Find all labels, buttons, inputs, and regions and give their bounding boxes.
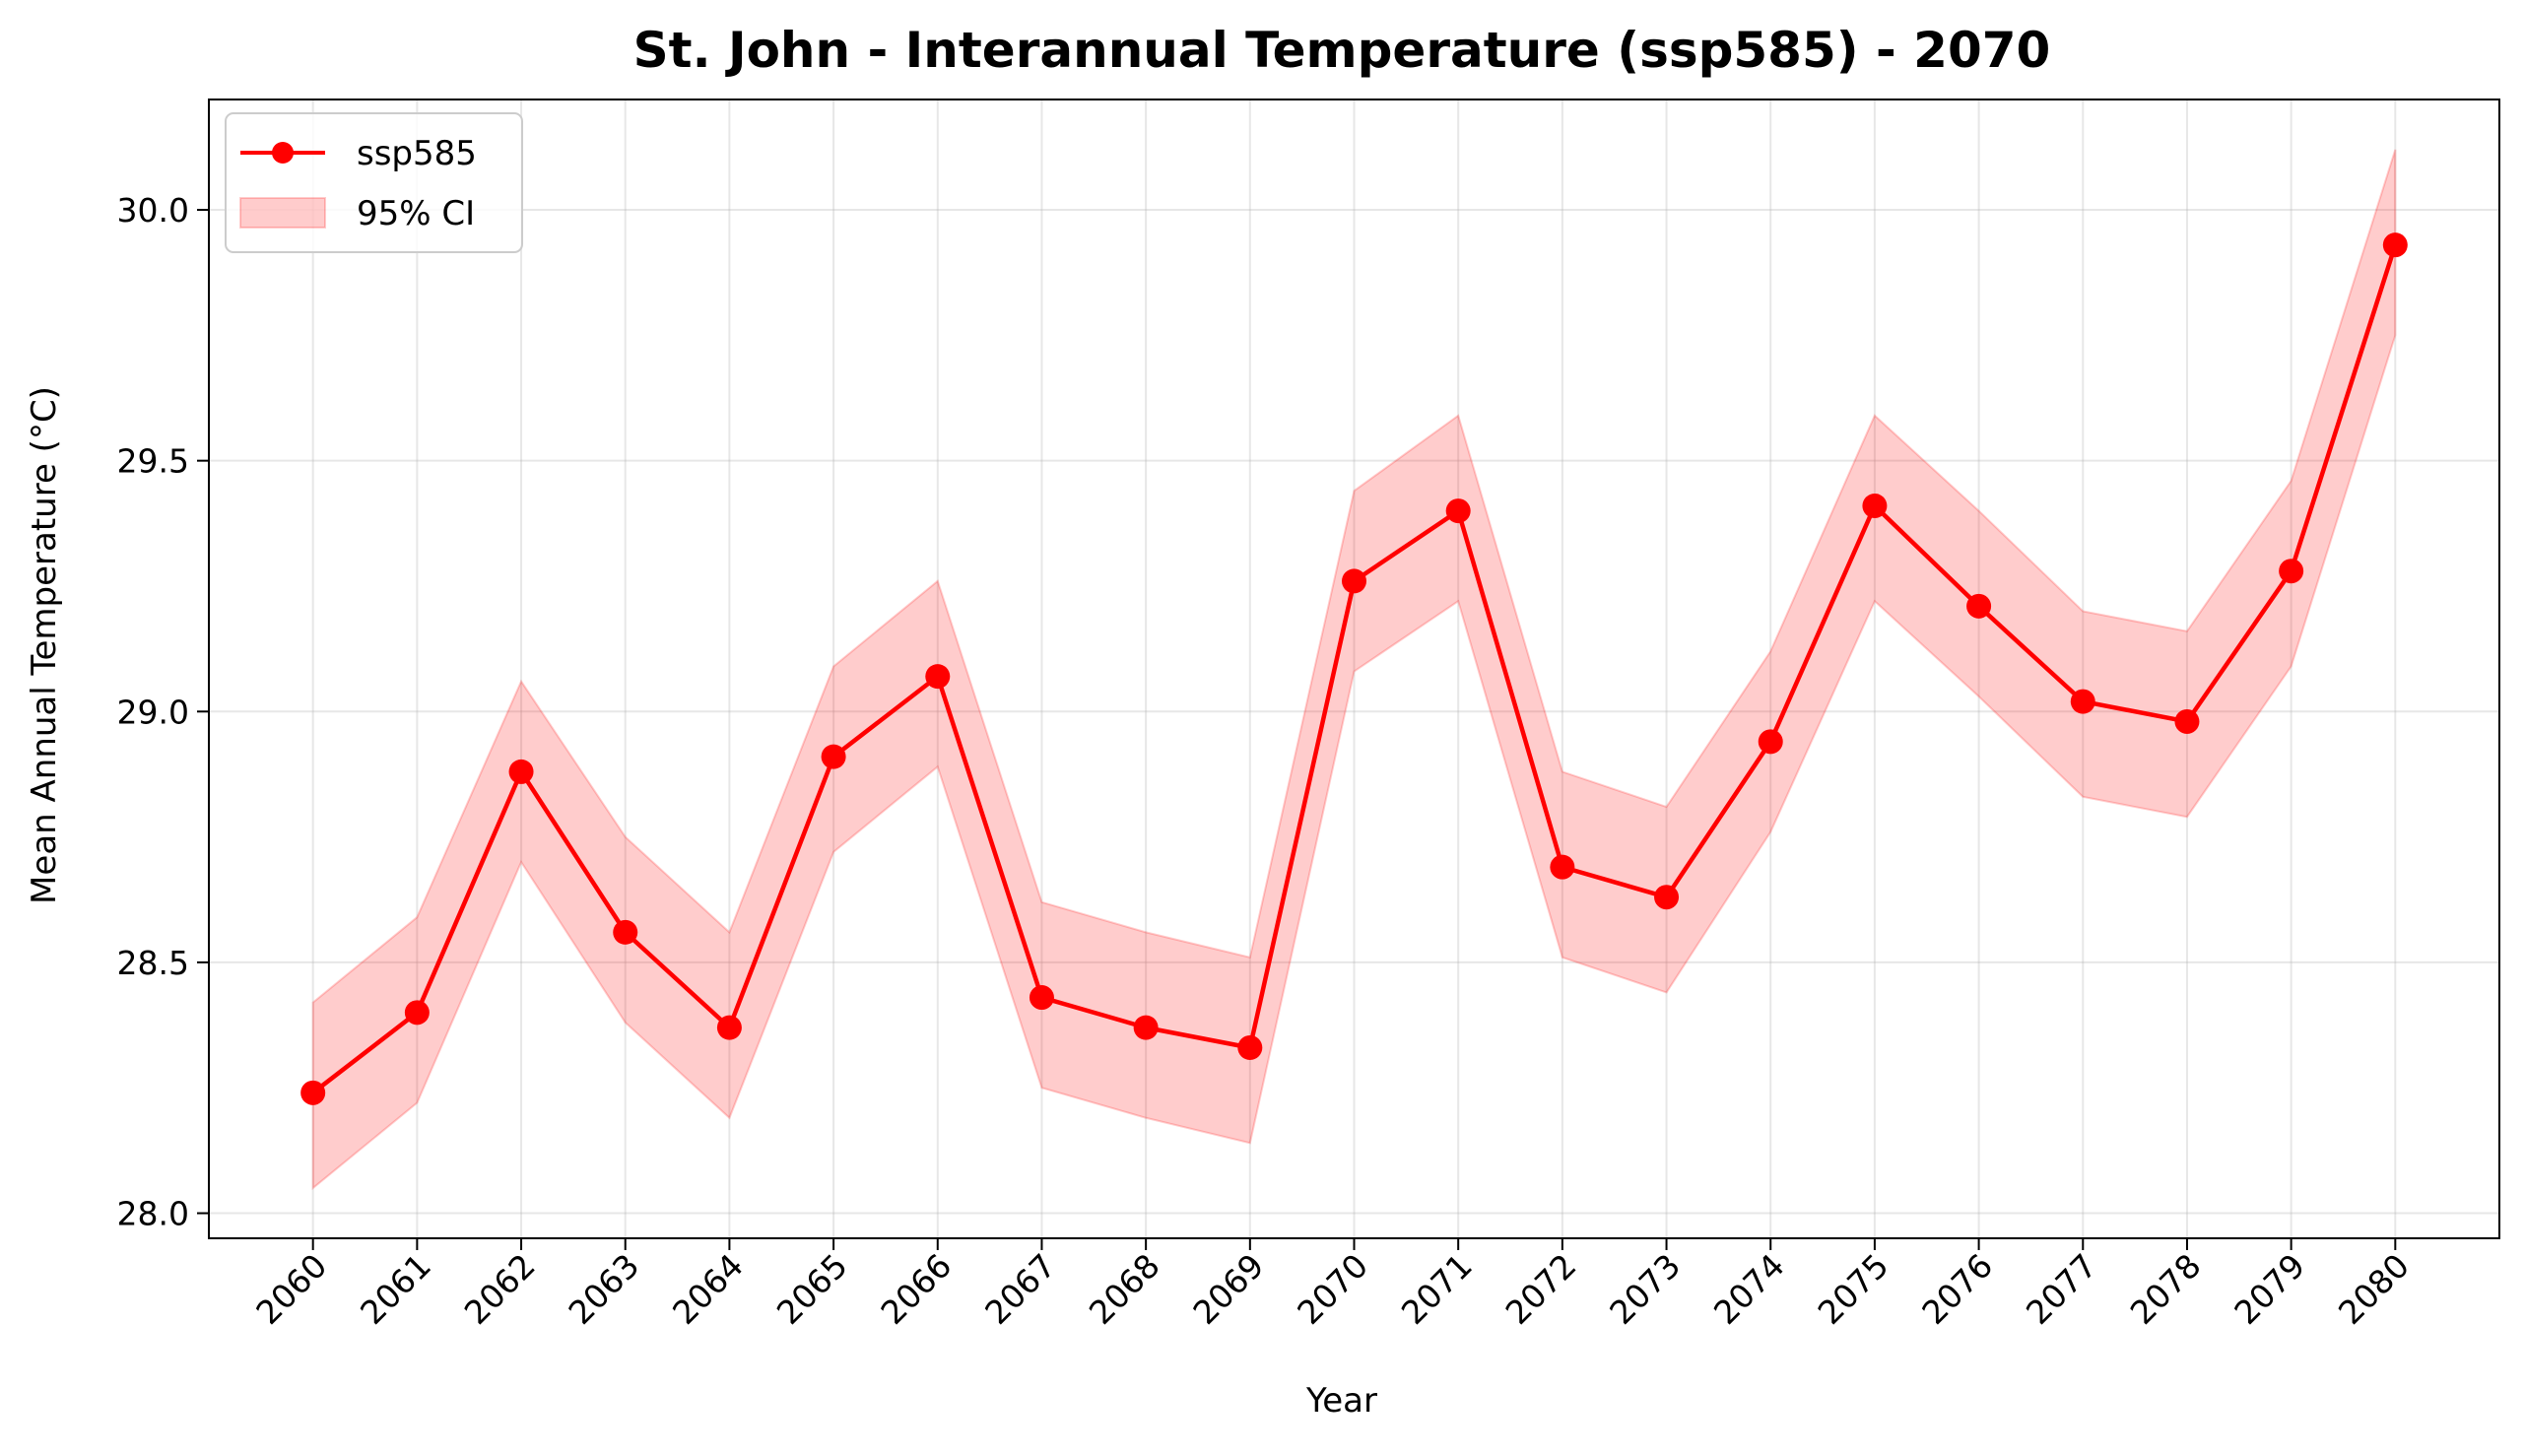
legend-frame — [225, 112, 523, 253]
legend-label-band: 95% CI — [357, 194, 475, 233]
series-points-layer — [300, 232, 2408, 1105]
data-point — [613, 919, 638, 945]
data-point — [716, 1015, 742, 1040]
confidence-band-layer — [311, 149, 2397, 1191]
y-tick-label: 29.5 — [117, 442, 189, 481]
y-axis-ticks: 28.0 28.5 29.0 29.5 30.0 — [117, 191, 209, 1233]
x-axis-label: Year — [1305, 1381, 1377, 1421]
grid-lines — [209, 99, 2499, 1238]
legend: ssp585 95% CI — [225, 112, 523, 253]
data-point — [300, 1080, 326, 1105]
data-point — [1966, 593, 1992, 619]
legend-label-series: ssp585 — [357, 134, 477, 173]
legend-band-swatch — [239, 197, 326, 229]
y-tick-label: 28.5 — [117, 944, 189, 982]
data-point — [1342, 568, 1366, 594]
chart-title: St. John - Interannual Temperature (ssp5… — [633, 22, 2051, 79]
data-point — [2382, 232, 2408, 258]
legend-marker-swatch — [272, 142, 294, 164]
data-point — [1758, 729, 1783, 755]
data-point — [2279, 559, 2304, 584]
data-point — [1445, 498, 1471, 524]
data-point — [1654, 885, 1680, 910]
data-point — [1237, 1034, 1263, 1060]
data-point — [2174, 708, 2200, 734]
data-point — [404, 1000, 430, 1026]
data-point — [1862, 493, 1888, 518]
data-point — [508, 759, 534, 784]
y-tick-label: 30.0 — [117, 191, 189, 230]
y-tick-label: 28.0 — [117, 1195, 189, 1233]
y-axis-label: Mean Annual Temperature (°C) — [25, 386, 64, 904]
data-point — [925, 664, 951, 690]
y-tick-label: 29.0 — [117, 693, 189, 731]
data-point — [2070, 689, 2095, 714]
data-point — [1133, 1015, 1159, 1040]
confidence-band — [311, 149, 2397, 1191]
data-point — [821, 744, 846, 769]
data-point — [1029, 985, 1054, 1011]
data-point — [1550, 854, 1575, 880]
